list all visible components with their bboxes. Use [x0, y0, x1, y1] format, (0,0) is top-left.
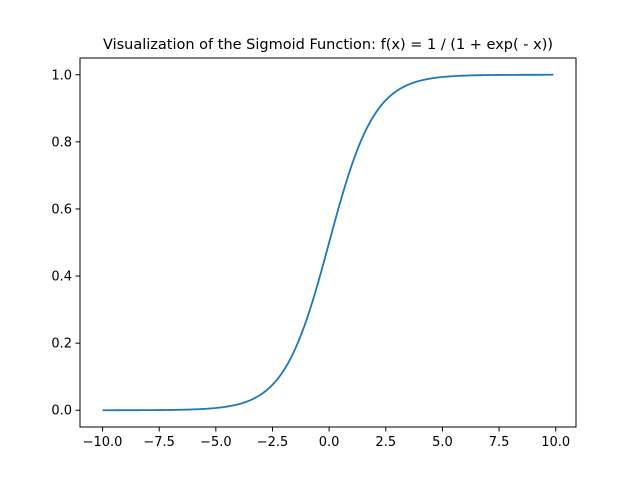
y-tick-label: 1.0 — [51, 68, 72, 83]
x-tick-label: −7.5 — [143, 435, 175, 450]
axes-frame — [79, 57, 577, 428]
series-line — [102, 73, 554, 412]
y-tick-label: 0.4 — [51, 270, 72, 285]
x-tick-label: 0.0 — [319, 435, 340, 450]
y-tick-label: 0.0 — [51, 404, 72, 419]
y-tick-label: 0.2 — [51, 337, 72, 352]
x-tick-label: −10.0 — [83, 435, 123, 450]
x-tick-label: 10.0 — [541, 435, 570, 450]
x-tick-label: −2.5 — [257, 435, 289, 450]
chart-title: Visualization of the Sigmoid Function: f… — [103, 37, 553, 53]
plot-area: −10.0 −7.5 −5.0 −2.5 0.0 2.5 5.0 7.5 10.0 0.0 0.2 0… — [51, 57, 577, 450]
x-tick-label: 2.5 — [375, 435, 396, 450]
x-tick-label: 5.0 — [432, 435, 453, 450]
y-tick-label: 0.8 — [51, 135, 72, 150]
y-tick-label: 0.6 — [51, 202, 72, 217]
x-tick-label: 7.5 — [489, 435, 510, 450]
x-tick-label: −5.0 — [200, 435, 232, 450]
